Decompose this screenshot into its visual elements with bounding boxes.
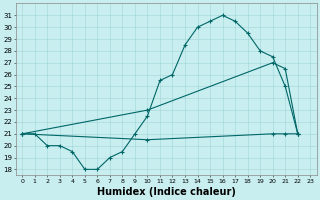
X-axis label: Humidex (Indice chaleur): Humidex (Indice chaleur) bbox=[97, 187, 236, 197]
